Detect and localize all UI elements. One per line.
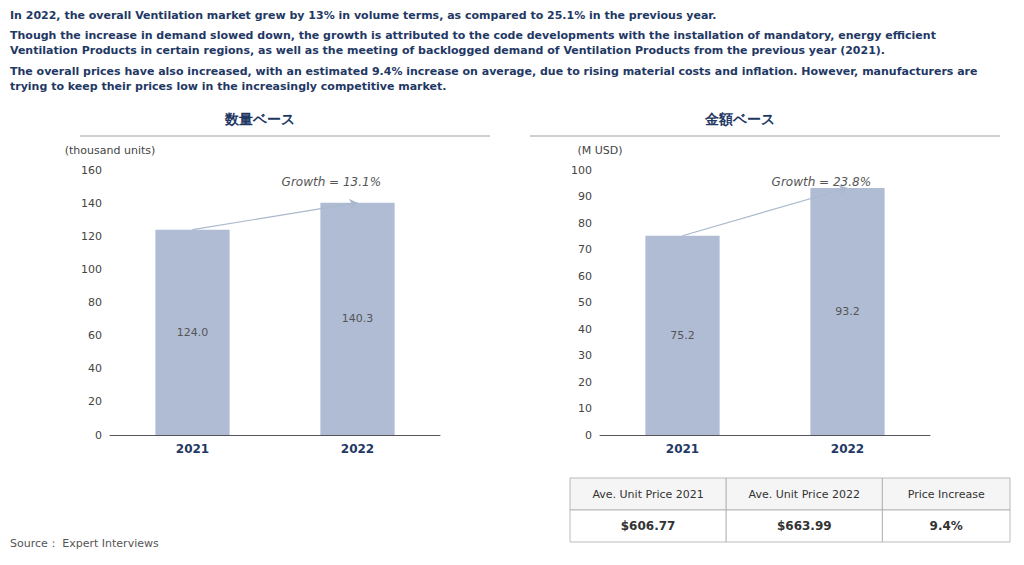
svg-text:124.0: 124.0 xyxy=(177,326,209,339)
svg-text:20: 20 xyxy=(578,376,592,389)
svg-text:Ave. Unit Price 2021: Ave. Unit Price 2021 xyxy=(592,488,703,501)
svg-text:100: 100 xyxy=(571,164,592,177)
svg-text:80: 80 xyxy=(578,217,592,230)
svg-text:70: 70 xyxy=(578,243,592,256)
svg-text:Price Increase: Price Increase xyxy=(908,488,985,501)
svg-text:The overall prices have also i: The overall prices have also increased, … xyxy=(10,65,981,78)
svg-text:2022: 2022 xyxy=(831,442,864,456)
svg-text:0: 0 xyxy=(585,429,592,442)
svg-text:100: 100 xyxy=(81,263,102,276)
svg-text:金額ベース: 金額ベース xyxy=(704,111,775,127)
svg-text:75.2: 75.2 xyxy=(670,329,695,342)
svg-text:40: 40 xyxy=(578,323,592,336)
svg-text:20: 20 xyxy=(88,395,102,408)
svg-text:$606.77: $606.77 xyxy=(621,519,676,533)
svg-text:(M USD): (M USD) xyxy=(577,144,622,157)
svg-text:60: 60 xyxy=(578,270,592,283)
svg-text:160: 160 xyxy=(81,164,102,177)
svg-text:数量ベース: 数量ベース xyxy=(224,111,295,127)
svg-text:140.3: 140.3 xyxy=(342,312,374,325)
svg-text:60: 60 xyxy=(88,329,102,342)
svg-text:30: 30 xyxy=(578,349,592,362)
svg-text:Though the increase in demand: Though the increase in demand slowed dow… xyxy=(10,29,940,42)
svg-text:9.4%: 9.4% xyxy=(930,519,963,533)
svg-text:In 2022, the overall Ventilati: In 2022, the overall Ventilation market … xyxy=(10,9,716,22)
svg-text:$663.99: $663.99 xyxy=(777,519,832,533)
svg-text:50: 50 xyxy=(578,296,592,309)
svg-text:trying to keep their prices lo: trying to keep their prices low in the i… xyxy=(10,80,446,93)
svg-text:10: 10 xyxy=(578,402,592,415)
svg-text:2021: 2021 xyxy=(176,442,209,456)
svg-text:40: 40 xyxy=(88,362,102,375)
svg-text:Growth = 13.1%: Growth = 13.1% xyxy=(282,175,382,189)
svg-text:Ave. Unit Price 2022: Ave. Unit Price 2022 xyxy=(749,488,860,501)
svg-text:140: 140 xyxy=(81,197,102,210)
svg-text:Source： Expert Interviews: Source： Expert Interviews xyxy=(10,537,159,550)
svg-text:120: 120 xyxy=(81,230,102,243)
svg-text:2021: 2021 xyxy=(666,442,699,456)
svg-text:80: 80 xyxy=(88,296,102,309)
svg-text:2022: 2022 xyxy=(341,442,374,456)
svg-text:90: 90 xyxy=(578,190,592,203)
svg-text:(thousand units): (thousand units) xyxy=(65,144,156,157)
svg-text:Growth = 23.8%: Growth = 23.8% xyxy=(772,175,872,189)
svg-text:93.2: 93.2 xyxy=(835,305,860,318)
svg-text:0: 0 xyxy=(95,429,102,442)
svg-text:Ventilation Products in certai: Ventilation Products in certain regions,… xyxy=(10,44,885,57)
